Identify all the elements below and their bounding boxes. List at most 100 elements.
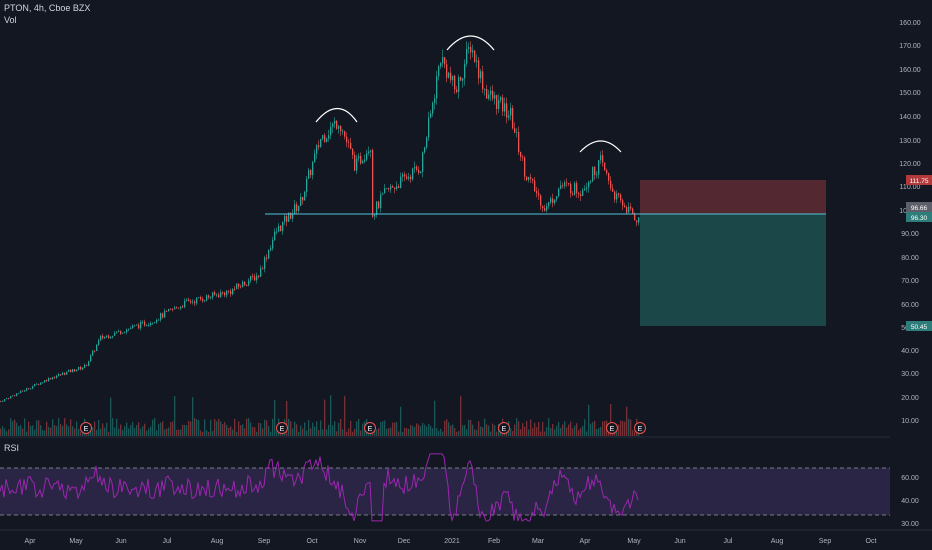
price-badges: 111.75 96.66 96.30 50.45 — [906, 175, 932, 331]
candle — [30, 388, 32, 390]
candle — [356, 158, 358, 171]
volume-bar — [474, 429, 476, 436]
candle — [132, 325, 134, 329]
time-tick: Sep — [819, 538, 832, 545]
volume-bar — [142, 426, 144, 436]
candle — [224, 292, 226, 296]
volume-bar — [248, 418, 250, 436]
time-tick: Jul — [163, 538, 172, 545]
volume-bar — [42, 430, 44, 436]
time-tick: Mar — [532, 538, 545, 545]
time-tick: 2021 — [444, 538, 460, 545]
volume-bar — [16, 422, 18, 436]
volume-bar — [556, 425, 558, 436]
candle — [156, 320, 158, 323]
volume-bar — [168, 427, 170, 436]
candle — [426, 137, 428, 148]
candle — [504, 103, 506, 112]
volume-bar — [424, 424, 426, 436]
candle — [394, 187, 396, 189]
candle — [424, 147, 426, 153]
earnings-marker[interactable] — [276, 422, 288, 434]
volume-bar — [536, 427, 538, 436]
earnings-marker[interactable] — [606, 422, 618, 434]
volume-bar — [28, 421, 30, 436]
volume-bar — [342, 429, 344, 436]
candle — [408, 176, 410, 179]
volume-bar — [94, 421, 96, 436]
candle — [116, 331, 118, 333]
volume-bar — [182, 424, 184, 436]
volume-bar — [442, 431, 444, 436]
candle — [488, 94, 490, 99]
candle — [124, 332, 126, 334]
volume-bar — [100, 428, 102, 436]
candle — [624, 205, 626, 208]
price-tick: 110.00 — [900, 184, 921, 191]
candle — [48, 378, 50, 382]
volume-bar — [76, 421, 78, 436]
volume-bar — [132, 421, 134, 436]
volume-bar — [74, 428, 76, 436]
candle — [410, 176, 412, 180]
volume-bar — [310, 428, 312, 436]
earnings-marker[interactable] — [80, 422, 92, 434]
candle — [230, 291, 232, 295]
volume-bar — [158, 424, 160, 436]
earnings-marker-label: E — [280, 426, 285, 433]
volume-bar — [358, 418, 360, 436]
candle — [622, 200, 624, 206]
candle — [228, 290, 230, 292]
candle — [636, 220, 638, 223]
volume-bar — [56, 426, 58, 436]
candle — [558, 188, 560, 197]
candle — [508, 115, 510, 118]
volume-bar — [128, 428, 130, 436]
candle — [450, 72, 452, 81]
volume-bar — [558, 422, 560, 436]
volume-bar — [408, 428, 410, 436]
candle — [364, 159, 366, 162]
volume-bar — [196, 419, 198, 436]
candle — [436, 76, 438, 99]
earnings-marker[interactable] — [498, 422, 510, 434]
candle — [562, 185, 564, 187]
volume-bar — [220, 421, 222, 436]
volume-bar — [414, 426, 416, 436]
earnings-marker[interactable] — [364, 422, 376, 434]
volume-bar — [386, 428, 388, 436]
head-arc — [446, 35, 495, 51]
candle — [216, 294, 218, 296]
rsi-line — [0, 453, 639, 523]
volume-label: Vol — [4, 15, 17, 25]
candle — [78, 366, 80, 370]
volume-bar — [394, 422, 396, 436]
candle — [180, 306, 182, 309]
volume-bar — [392, 422, 394, 436]
volume-bar — [192, 397, 194, 436]
candle — [84, 364, 86, 368]
volume-bar — [194, 418, 196, 436]
volume-bar — [116, 418, 118, 436]
volume-bar — [138, 422, 140, 436]
candle — [136, 324, 138, 326]
candle — [240, 286, 242, 288]
candle — [204, 300, 206, 302]
candle — [284, 216, 286, 222]
volume-bar — [224, 422, 226, 436]
candle — [280, 225, 282, 231]
earnings-marker[interactable] — [634, 422, 646, 434]
candle — [610, 180, 612, 189]
volume-bar — [412, 425, 414, 436]
candle — [626, 207, 628, 213]
candle — [0, 401, 2, 403]
volume-bar — [552, 423, 554, 436]
volume-bar — [4, 428, 6, 436]
volume-bar — [528, 429, 530, 436]
volume-bar — [582, 425, 584, 436]
volume-bar — [296, 424, 298, 436]
candle — [106, 335, 108, 337]
candle — [298, 205, 300, 211]
candle — [80, 366, 82, 370]
